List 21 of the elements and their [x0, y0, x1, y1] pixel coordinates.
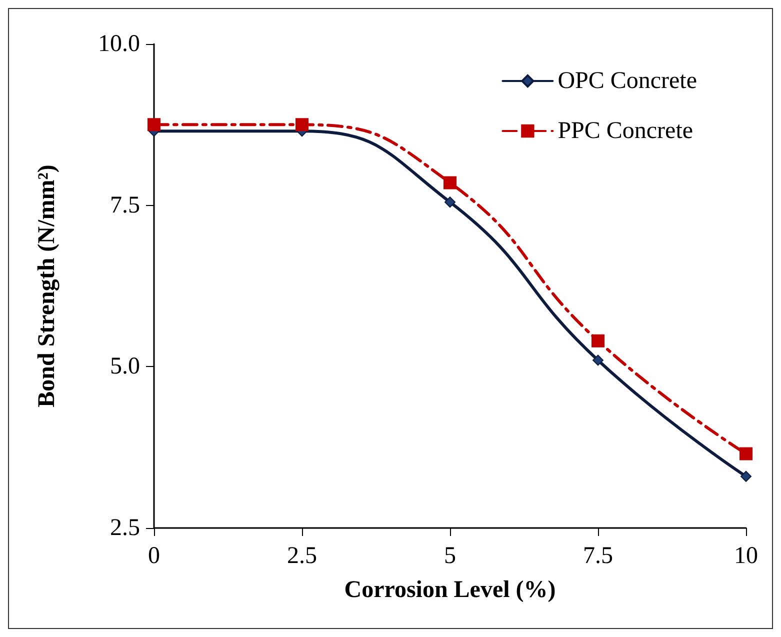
point	[740, 447, 752, 460]
x-tick-label: 2.5	[287, 543, 317, 569]
x-tick-label: 7.5	[583, 543, 613, 569]
point	[444, 176, 456, 190]
x-tick-label: 0	[148, 543, 160, 569]
point	[444, 196, 456, 208]
x-axis-title: Corrosion Level (%)	[344, 577, 556, 603]
y-tick-label: 7.5	[110, 192, 140, 218]
y-tick-label: 5.0	[110, 354, 140, 380]
point	[296, 118, 308, 132]
point	[740, 470, 752, 482]
y-tick-label: 10.0	[98, 31, 140, 57]
x-tick-label: 10	[734, 543, 758, 569]
legend-label: PPC Concrete	[558, 118, 694, 144]
legend-label: OPC Concrete	[558, 68, 697, 94]
y-tick-label: 2.5	[110, 515, 140, 541]
point	[592, 354, 604, 366]
point	[148, 118, 160, 132]
y-axis-title: Bond Strength (N/mm²)	[34, 164, 60, 408]
point	[592, 334, 604, 348]
x-tick-label: 5	[444, 543, 456, 569]
